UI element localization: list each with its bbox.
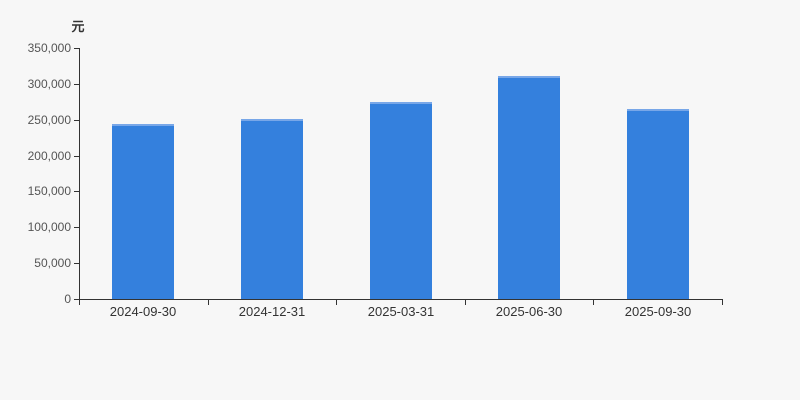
y-axis-tick	[74, 156, 79, 157]
y-axis-tick	[74, 227, 79, 228]
y-axis-tick-label: 0	[64, 292, 71, 306]
x-axis-category-label: 2024-12-31	[238, 304, 306, 319]
x-axis-line	[79, 299, 723, 300]
bar[interactable]	[241, 119, 303, 299]
y-axis-tick-label: 200,000	[27, 149, 71, 163]
x-axis-tick	[465, 300, 466, 305]
y-axis-tick-label: 100,000	[27, 220, 71, 234]
x-axis-category-label: 2025-09-30	[624, 304, 692, 319]
x-axis-category-label: 2025-03-31	[367, 304, 435, 319]
y-axis-tick-label: 250,000	[27, 113, 71, 127]
y-axis-tick	[74, 263, 79, 264]
y-axis-tick	[74, 120, 79, 121]
y-axis-tick	[74, 299, 79, 300]
x-axis-tick	[208, 300, 209, 305]
bar[interactable]	[370, 102, 432, 299]
bar[interactable]	[112, 124, 174, 299]
y-axis-tick-label: 300,000	[27, 77, 71, 91]
y-axis-tick-label: 350,000	[27, 41, 71, 55]
x-axis-category-label: 2024-09-30	[109, 304, 177, 319]
y-axis-line	[79, 48, 80, 299]
x-axis-tick	[79, 300, 80, 305]
y-axis-tick	[74, 191, 79, 192]
x-axis-tick	[593, 300, 594, 305]
x-axis-tick	[336, 300, 337, 305]
y-axis-tick-label: 150,000	[27, 184, 71, 198]
y-axis-unit-label: 元	[71, 19, 85, 34]
x-axis-tick	[722, 300, 723, 305]
y-axis-tick	[74, 48, 79, 49]
bar[interactable]	[627, 109, 689, 299]
y-axis-tick-label: 50,000	[34, 256, 71, 270]
bar[interactable]	[498, 76, 560, 299]
x-axis-category-label: 2025-06-30	[495, 304, 563, 319]
y-axis-tick	[74, 84, 79, 85]
